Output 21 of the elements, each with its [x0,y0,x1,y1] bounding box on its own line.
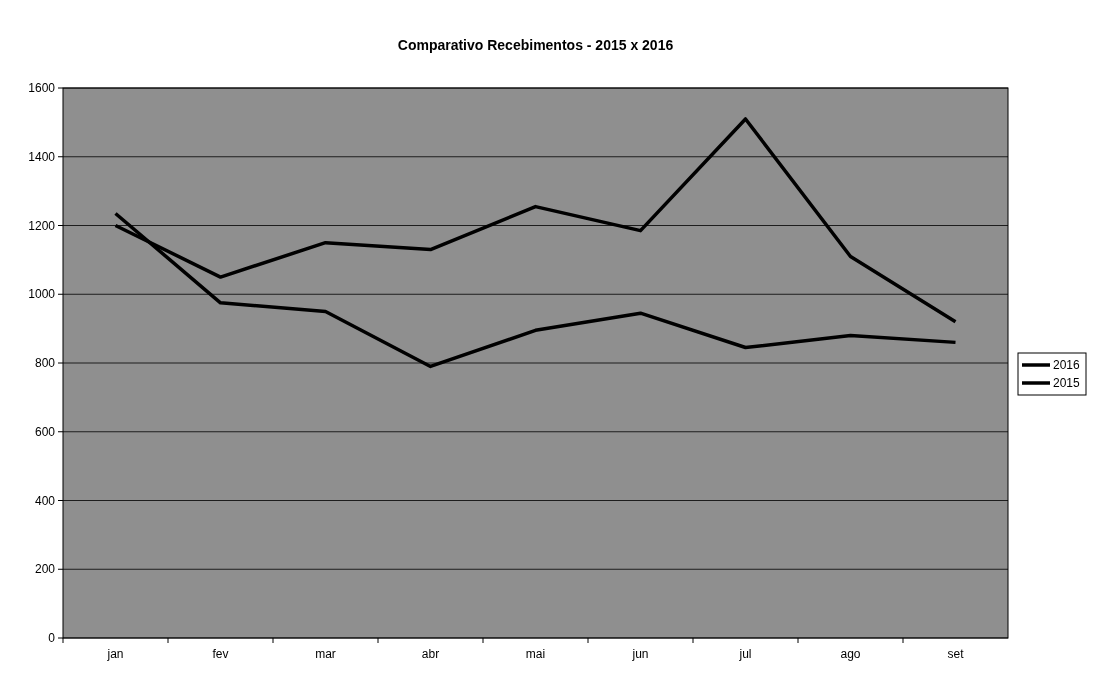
x-tick-label: fev [212,647,229,661]
y-tick-label: 400 [34,493,56,508]
y-tick-label: 600 [34,424,56,439]
x-tick-label: mai [525,647,546,661]
chart-title: Comparativo Recebimentos - 2015 x 2016 [397,37,674,53]
y-tick-label: 1000 [28,287,56,302]
y-tick-label: 1600 [28,81,56,95]
x-tick-label: jun [631,647,649,661]
y-tick-label: 1400 [28,149,56,164]
y-tick-label: 200 [34,562,56,577]
y-tick-label: 0 [48,631,56,645]
x-tick-label: jan [106,647,124,661]
legend-label: 2015 [1053,376,1081,390]
y-tick-label: 1200 [28,218,56,233]
x-tick-label: jul [738,647,752,661]
x-tick-label: mar [315,647,336,661]
x-tick-label: set [947,647,965,661]
x-tick-label: abr [421,647,440,661]
y-tick-label: 800 [34,356,56,370]
legend-label: 2016 [1053,358,1081,372]
x-tick-label: ago [840,647,861,661]
